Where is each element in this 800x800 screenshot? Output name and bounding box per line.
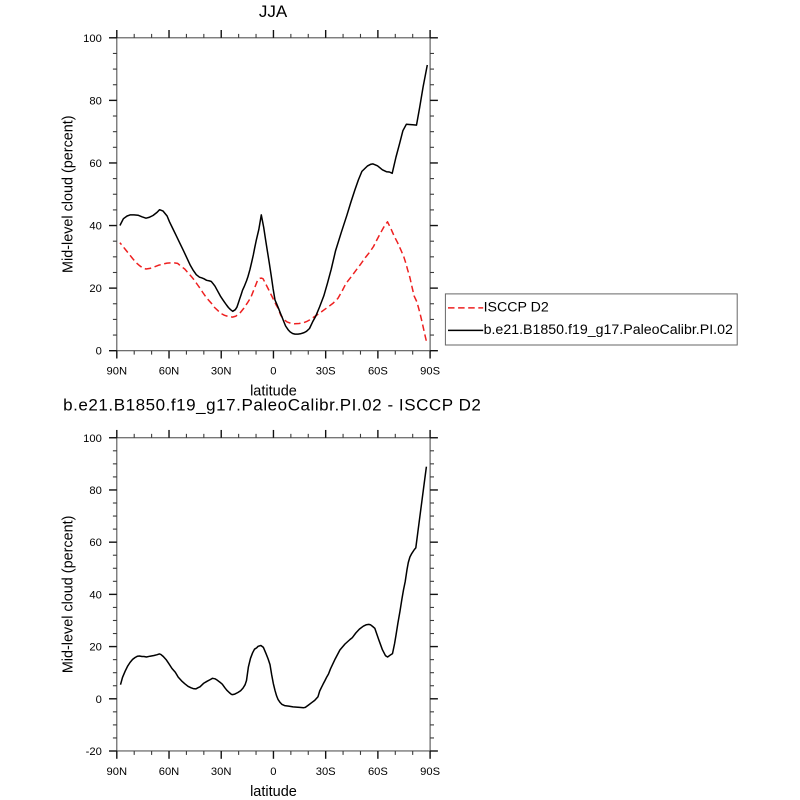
svg-text:80: 80 [89, 95, 101, 107]
svg-text:30N: 30N [211, 366, 232, 378]
svg-text:60N: 60N [159, 766, 180, 778]
svg-text:90N: 90N [107, 366, 128, 378]
svg-text:0: 0 [270, 766, 276, 778]
svg-text:JJA: JJA [259, 2, 288, 21]
svg-text:60N: 60N [159, 366, 180, 378]
svg-text:60S: 60S [368, 766, 388, 778]
svg-text:90S: 90S [420, 366, 440, 378]
svg-text:0: 0 [96, 346, 102, 358]
svg-text:30S: 30S [316, 766, 336, 778]
svg-text:-20: -20 [86, 746, 102, 758]
svg-text:40: 40 [89, 221, 101, 233]
svg-text:100: 100 [83, 433, 102, 445]
svg-text:90S: 90S [420, 766, 440, 778]
svg-text:90N: 90N [107, 766, 128, 778]
svg-text:60: 60 [89, 537, 101, 549]
svg-text:80: 80 [89, 485, 101, 497]
svg-text:Mid-level cloud (percent): Mid-level cloud (percent) [61, 516, 77, 674]
svg-text:Mid-level cloud (percent): Mid-level cloud (percent) [61, 115, 77, 273]
svg-text:60: 60 [89, 158, 101, 170]
svg-text:latitude: latitude [250, 384, 297, 400]
svg-text:0: 0 [96, 694, 102, 706]
svg-text:30S: 30S [316, 366, 336, 378]
svg-text:30N: 30N [211, 766, 232, 778]
svg-text:ISCCP D2: ISCCP D2 [484, 300, 549, 316]
svg-text:b.e21.B1850.f19_g17.PaleoCalib: b.e21.B1850.f19_g17.PaleoCalibr.PI.02 [484, 322, 733, 338]
svg-text:b.e21.B1850.f19_g17.PaleoCalib: b.e21.B1850.f19_g17.PaleoCalibr.PI.02 - … [63, 396, 481, 415]
svg-text:40: 40 [89, 589, 101, 601]
svg-text:100: 100 [83, 33, 102, 45]
svg-text:20: 20 [89, 642, 101, 654]
svg-text:20: 20 [89, 283, 101, 295]
svg-text:0: 0 [270, 366, 276, 378]
svg-text:latitude: latitude [250, 784, 297, 800]
svg-text:60S: 60S [368, 366, 388, 378]
